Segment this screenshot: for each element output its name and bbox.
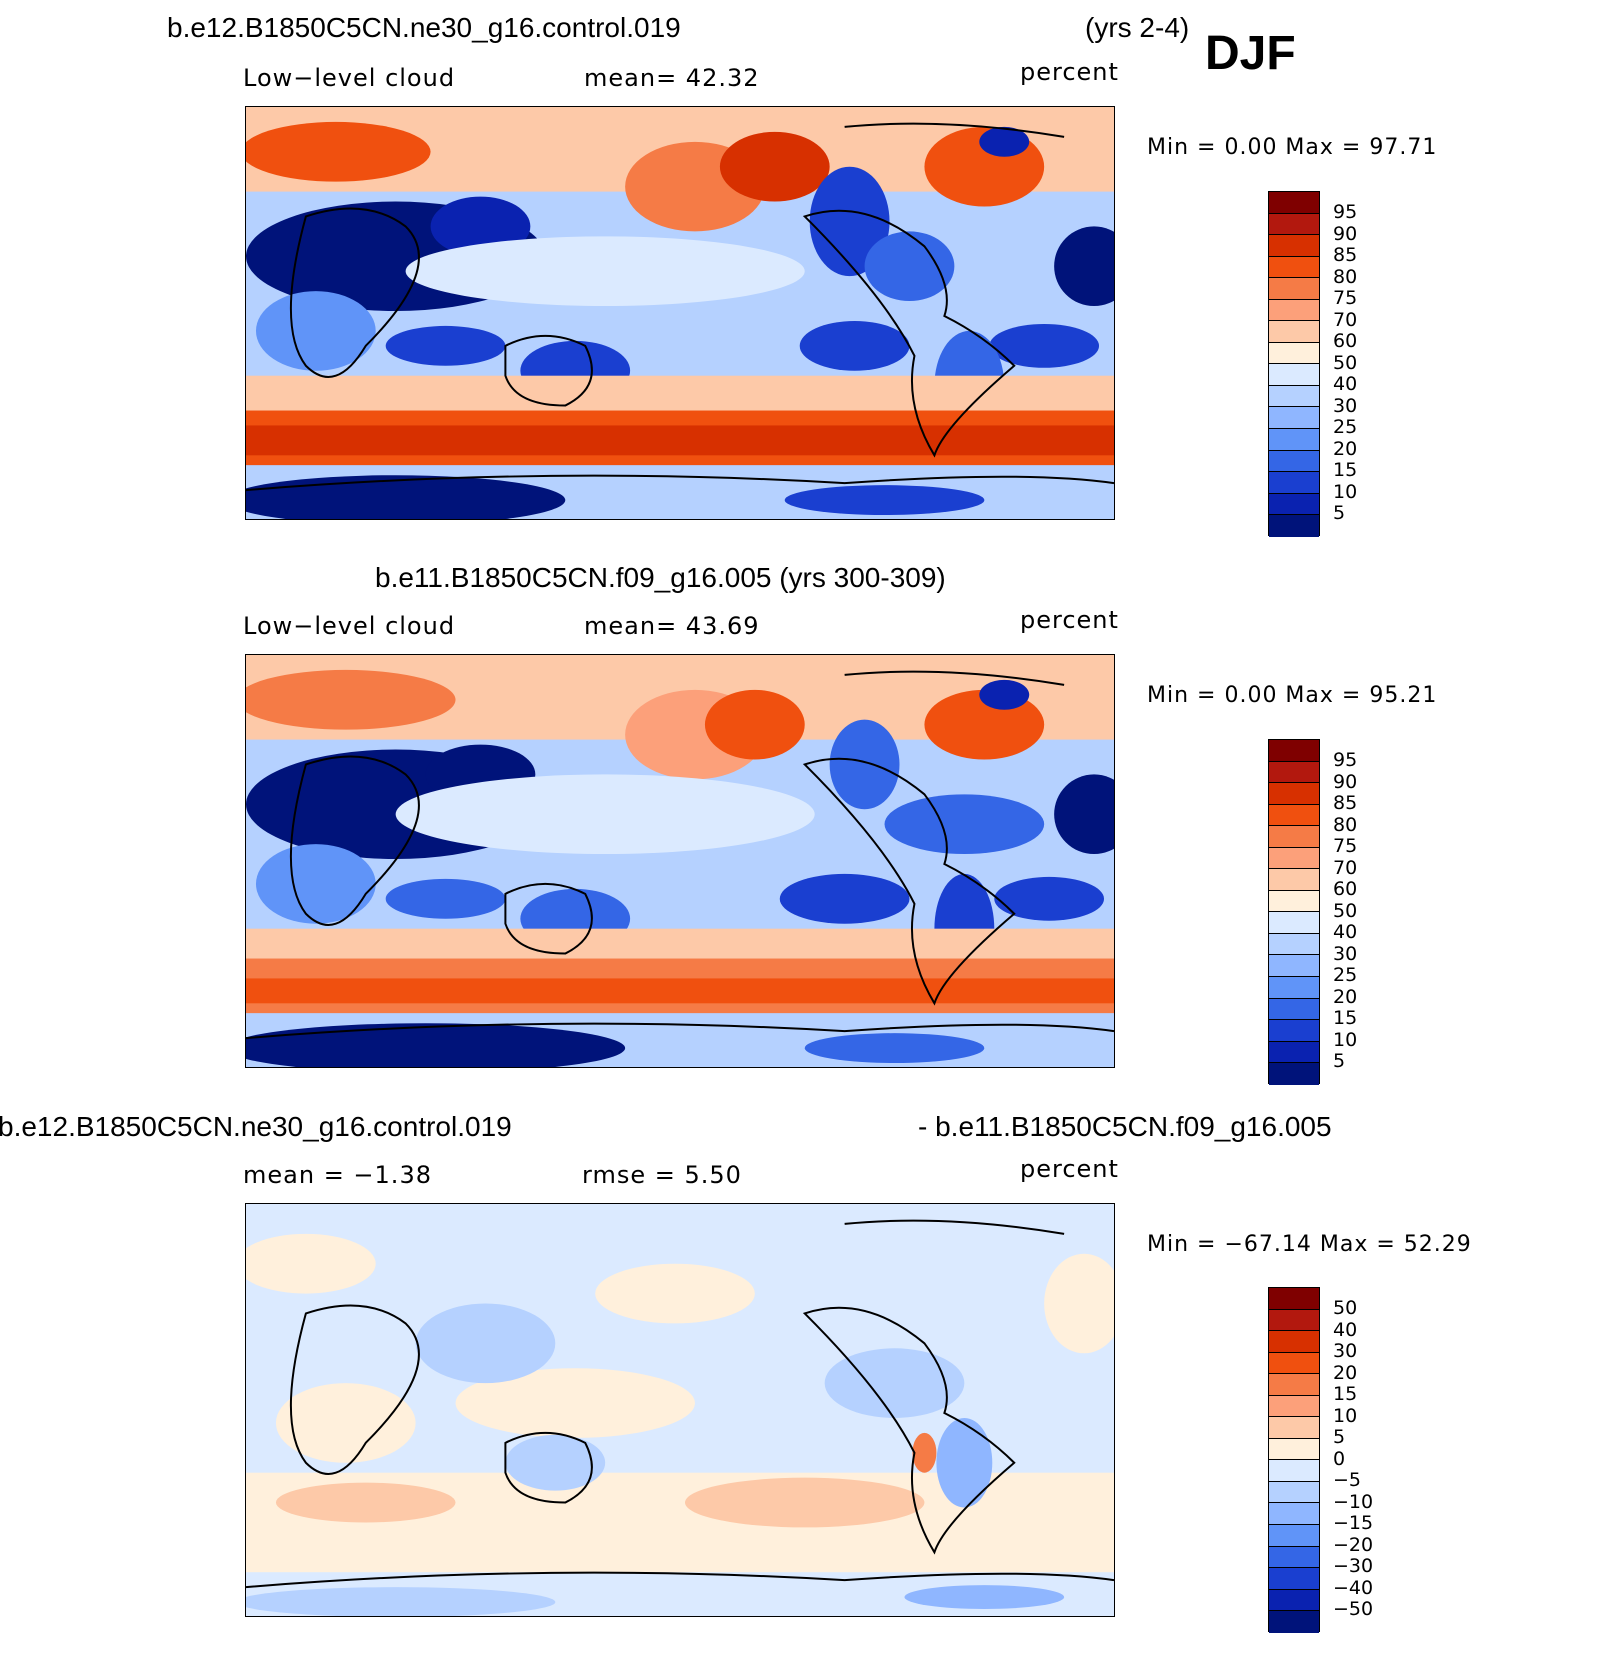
- panel3-minmax: Min = −67.14 Max = 52.29: [1147, 1232, 1472, 1257]
- panel2-tick: 80: [1333, 814, 1358, 836]
- season-label: DJF: [1205, 27, 1296, 80]
- panel1-tick: 95: [1333, 201, 1358, 223]
- panel3-title-left: b.e12.B1850C5CN.ne30_g16.control.019: [0, 1111, 512, 1142]
- panel1-tick: 10: [1333, 481, 1358, 503]
- panel1-units: percent: [1020, 58, 1119, 86]
- panel1-tick: 25: [1333, 416, 1358, 438]
- panel3-tick: 50: [1333, 1297, 1358, 1319]
- panel3-title-right: - b.e11.B1850C5CN.f09_g16.005: [918, 1111, 1332, 1142]
- panel1-map: [245, 106, 1115, 520]
- panel3-tick: −15: [1333, 1512, 1374, 1534]
- panel3-tick: 20: [1333, 1362, 1358, 1384]
- panel2-tick: 25: [1333, 964, 1358, 986]
- panel1-tick: 90: [1333, 223, 1358, 245]
- panel2-title: b.e11.B1850C5CN.f09_g16.005 (yrs 300-309…: [375, 562, 946, 593]
- panel2-tick: 5: [1333, 1050, 1346, 1072]
- panel2-tick: 20: [1333, 986, 1358, 1008]
- panel1-colorbar: [1268, 191, 1320, 537]
- panel1-tick: 15: [1333, 459, 1358, 481]
- panel2-tick: 75: [1333, 835, 1358, 857]
- panel2-tick: 30: [1333, 943, 1358, 965]
- panel3-tick: −40: [1333, 1577, 1374, 1599]
- panel3-tick: 0: [1333, 1448, 1346, 1470]
- panel2-colorbar: [1268, 739, 1320, 1085]
- panel3-tick: −20: [1333, 1534, 1374, 1556]
- panel3-tick: 10: [1333, 1405, 1358, 1427]
- panel3-rmse: rmse = 5.50: [582, 1161, 742, 1189]
- panel2-tick: 60: [1333, 878, 1358, 900]
- panel3-tick: −10: [1333, 1491, 1374, 1513]
- panel1-tick: 75: [1333, 287, 1358, 309]
- panel3-tick: 30: [1333, 1340, 1358, 1362]
- panel2-units: percent: [1020, 606, 1119, 634]
- case1-years: (yrs 2-4): [1085, 12, 1190, 43]
- panel2-tick: 95: [1333, 749, 1358, 771]
- panel2-map: [245, 654, 1115, 1068]
- panel1-tick: 80: [1333, 266, 1358, 288]
- panel3-colorbar: [1268, 1287, 1320, 1633]
- panel1-tick: 30: [1333, 395, 1358, 417]
- panel1-tick: 20: [1333, 438, 1358, 460]
- panel3-tick: −30: [1333, 1555, 1374, 1577]
- panel3-units: percent: [1020, 1155, 1119, 1183]
- panel2-variable: Low−level cloud: [243, 612, 456, 640]
- panel1-tick: 70: [1333, 309, 1358, 331]
- panel1-tick: 5: [1333, 502, 1346, 524]
- panel3-tick: 5: [1333, 1426, 1346, 1448]
- panel2-tick: 50: [1333, 900, 1358, 922]
- panel1-mean: mean= 42.32: [584, 64, 760, 92]
- panel2-minmax: Min = 0.00 Max = 95.21: [1147, 683, 1438, 708]
- panel3-mean: mean = −1.38: [243, 1161, 432, 1189]
- case1-title: b.e12.B1850C5CN.ne30_g16.control.019: [167, 12, 681, 43]
- panel3-tick: 15: [1333, 1383, 1358, 1405]
- panel2-tick: 10: [1333, 1029, 1358, 1051]
- panel3-tick: −5: [1333, 1469, 1362, 1491]
- panel1-minmax: Min = 0.00 Max = 97.71: [1147, 135, 1438, 160]
- panel2-tick: 85: [1333, 792, 1358, 814]
- panel1-tick: 50: [1333, 352, 1358, 374]
- panel1-tick: 60: [1333, 330, 1358, 352]
- panel1-variable: Low−level cloud: [243, 64, 456, 92]
- panel2-tick: 90: [1333, 771, 1358, 793]
- panel2-tick: 70: [1333, 857, 1358, 879]
- panel3-tick: −50: [1333, 1598, 1374, 1620]
- panel1-tick: 85: [1333, 244, 1358, 266]
- panel3-tick: 40: [1333, 1319, 1358, 1341]
- panel2-mean: mean= 43.69: [584, 612, 760, 640]
- panel2-tick: 15: [1333, 1007, 1358, 1029]
- panel1-tick: 40: [1333, 373, 1358, 395]
- panel2-tick: 40: [1333, 921, 1358, 943]
- panel3-map: [245, 1203, 1115, 1617]
